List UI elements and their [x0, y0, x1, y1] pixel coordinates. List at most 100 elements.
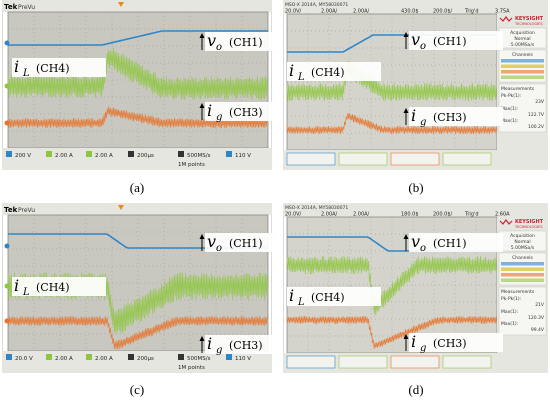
vo-label-arrowhead — [403, 32, 409, 37]
caption-c: (c) — [129, 382, 145, 397]
ig-label: i g (CH3) — [403, 106, 503, 128]
panel-a: Tek PreVu 200 V 2.00 A 2.00 A 200µs 500MS/s 110… — [1, 0, 299, 175]
header-readout: 2.00A/ — [353, 9, 370, 15]
footer-channel-box — [286, 355, 336, 369]
iL-label-channel: (CH4) — [311, 66, 345, 79]
measurement-2-label: Max(1): — [501, 309, 518, 315]
panel-d: MSO-X 2014A, MY58030071 20.0V/2.00A/2.00A… — [282, 202, 549, 378]
footer-readout: 500MS/s — [187, 356, 211, 362]
ch4-marker — [4, 283, 10, 289]
caption-a: (a) — [129, 180, 145, 195]
channel-row — [501, 262, 544, 266]
channel-row — [501, 64, 544, 68]
footer-channel-box — [286, 152, 336, 166]
vo-label-subscript: o — [216, 243, 222, 254]
ig-label-channel: (CH3) — [433, 111, 467, 124]
footer-channel-chip — [178, 354, 184, 360]
iL-label: i L (CH4) — [12, 276, 106, 298]
ig-label-arrowhead — [199, 103, 205, 108]
caption-d: (d) — [408, 382, 424, 397]
footer-readout: 200µs — [137, 356, 154, 362]
panel-c: Tek PreVu 20.0 V 2.00 A 2.00 A 200µs 500MS/s 11… — [1, 202, 299, 378]
brand-name: KEYSIGHT — [515, 16, 544, 22]
channel-row — [501, 267, 544, 271]
ig-trace — [286, 316, 497, 349]
header-readout: Trig'd — [464, 212, 479, 218]
vo-label: v o (CH1) — [403, 232, 503, 254]
footer-readout: 110 V — [235, 153, 251, 159]
footer-readout: 2.00 A — [55, 153, 73, 159]
header-bar — [283, 203, 548, 217]
vo-label-channel: (CH1) — [433, 35, 467, 48]
footer-readout: 110 V — [235, 356, 251, 362]
iL-label-subscript: L — [22, 287, 30, 298]
ig-label-symbol: i — [207, 334, 212, 353]
iL-label: i L (CH4) — [12, 57, 106, 79]
iL-label-subscript: L — [297, 72, 305, 83]
footer-channel-chip — [128, 151, 134, 157]
measurement-1-value: 23V — [535, 99, 545, 105]
iL-label-channel: (CH4) — [36, 281, 70, 294]
footer-channel-chip — [86, 151, 92, 157]
header-readout: 200.0$/ — [433, 9, 452, 15]
header-readout: Trig'd — [464, 9, 479, 15]
ig-label: i g (CH3) — [403, 332, 503, 354]
header-readout: 20.0V/ — [285, 212, 302, 218]
panel-b: MSO-X 2014A, MY58030071 20.0V/2.00A/2.00A… — [282, 0, 549, 175]
footer-readout: 20.0 V — [15, 356, 33, 362]
channels-title: Channels — [512, 52, 533, 58]
footer-channel-chip — [6, 151, 12, 157]
vo-label-symbol: v — [411, 30, 420, 49]
model-label: MSO-X 2014A, MY58030071 — [285, 205, 348, 211]
ig-label: i g (CH3) — [199, 334, 299, 356]
channel-row — [501, 59, 544, 63]
vo-label-subscript: o — [420, 41, 426, 52]
iL-label: i L (CH4) — [287, 61, 381, 83]
brand-label: Tek — [4, 206, 18, 214]
iL-label-subscript: L — [22, 68, 30, 79]
footer-record-length: 1M points — [178, 365, 205, 371]
footer-channel-chip — [6, 354, 12, 360]
footer-channel-box — [338, 355, 388, 369]
ig-label-symbol: i — [411, 106, 416, 125]
header-bar — [2, 0, 272, 12]
iL-label-channel: (CH4) — [311, 291, 345, 304]
footer-channel-chip — [46, 151, 52, 157]
keysight-logo-icon — [499, 219, 513, 225]
ig-label-subscript: g — [420, 343, 426, 354]
footer-channel-box — [390, 355, 440, 369]
acquisition-rate: 5.00MSa/s — [511, 245, 535, 251]
oscilloscope-screen-a: Tek PreVu 200 V 2.00 A 2.00 A 200µs 500MS/s 110… — [1, 0, 299, 171]
acquisition-mode: Normal — [514, 239, 530, 245]
ch3-marker — [4, 120, 10, 126]
iL-label-symbol: i — [14, 57, 19, 76]
oscilloscope-screen-d: MSO-X 2014A, MY5803007120.0V/2.00A/2.00A… — [282, 202, 549, 374]
footer-channel-chip — [46, 354, 52, 360]
footer-record-length: 1M points — [178, 162, 205, 168]
vo-label-bg — [409, 233, 503, 252]
footer-readout: 2.00 A — [95, 356, 113, 362]
ch1-marker — [4, 40, 10, 46]
footer-channel-chip — [178, 151, 184, 157]
measurement-3-label: Max(1): — [501, 118, 518, 124]
ig-label-arrowhead — [403, 108, 409, 113]
header-readout: 2.00A/ — [353, 212, 370, 218]
trigger-level: 3.75A — [495, 9, 510, 15]
vo-label-arrowhead — [199, 33, 205, 38]
header-readout: 2.00A/ — [321, 9, 338, 15]
ig-label-channel: (CH3) — [229, 339, 263, 352]
channel-row — [501, 75, 544, 79]
measurement-2-value: 122.7V — [528, 112, 545, 118]
measurements-title: Measurements — [501, 289, 535, 295]
ch4-marker — [4, 83, 10, 89]
vo-label-bg — [409, 31, 503, 50]
ig-label-channel: (CH3) — [433, 337, 467, 350]
iL-label-symbol: i — [289, 286, 294, 305]
iL-label-bg — [287, 62, 381, 81]
iL-trace — [286, 255, 497, 316]
footer-channel-chip — [226, 151, 232, 157]
footer-readout: 2.00 A — [95, 153, 113, 159]
iL-label-symbol: i — [14, 276, 19, 295]
ig-label-bg — [409, 333, 503, 352]
ig-label-subscript: g — [216, 345, 222, 356]
